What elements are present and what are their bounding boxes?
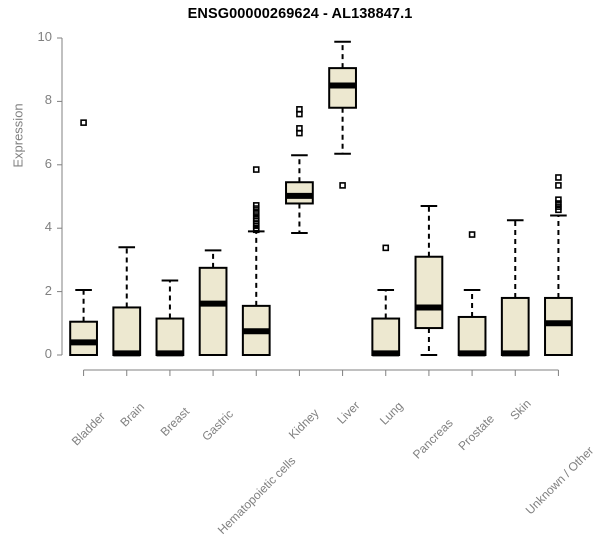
plot-area — [57, 37, 573, 376]
outlier-point — [252, 226, 260, 234]
y-tick-label: 0 — [44, 346, 52, 361]
boxplot-prostate — [457, 231, 487, 357]
outlier-point — [555, 196, 562, 203]
box-series — [69, 40, 573, 357]
axis-lines — [57, 37, 559, 376]
box-iqr — [198, 266, 228, 357]
page-title: ENSG00000269624 - AL138847.1 — [187, 6, 413, 22]
outlier-point — [555, 206, 562, 214]
box-iqr — [69, 320, 98, 356]
y-tick-label: 6 — [44, 155, 52, 171]
boxplot-gastric — [198, 249, 228, 357]
outlier-point — [296, 110, 303, 118]
box-iqr — [285, 181, 314, 205]
outlier-point — [468, 231, 476, 238]
outlier-point — [80, 119, 87, 126]
boxplot-liver — [328, 40, 357, 189]
boxplot-unknown-other — [544, 174, 573, 357]
outlier-point — [339, 182, 346, 189]
box-iqr — [371, 317, 401, 357]
y-tick-label: 2 — [44, 282, 52, 298]
boxplot-figure: ENSG00000269624 - AL138847.1 Expression … — [10, 6, 597, 537]
boxplot-lung — [371, 244, 401, 357]
boxplot-skin — [500, 219, 530, 357]
boxplot-pancreas — [414, 205, 444, 356]
box-iqr — [414, 255, 444, 330]
outlier-point — [382, 244, 390, 252]
outlier-point — [555, 182, 562, 189]
box-iqr — [457, 315, 487, 356]
box-iqr — [112, 306, 142, 357]
box-iqr — [500, 296, 530, 357]
boxplot-brain — [112, 246, 142, 357]
box-iqr — [544, 296, 573, 357]
outlier-point — [296, 129, 303, 137]
boxplot-breast — [155, 279, 185, 357]
y-tick-label: 4 — [44, 219, 52, 235]
box-iqr — [155, 317, 185, 357]
outlier-point — [555, 174, 562, 181]
boxplot-kidney — [285, 106, 314, 234]
y-tick-label: 10 — [37, 29, 52, 44]
boxplot-bladder — [69, 119, 98, 356]
boxplot-hematopoietic-cells — [241, 166, 271, 356]
y-tick-label: 8 — [44, 92, 52, 108]
outlier-point — [252, 205, 260, 212]
outlier-point — [252, 166, 260, 173]
